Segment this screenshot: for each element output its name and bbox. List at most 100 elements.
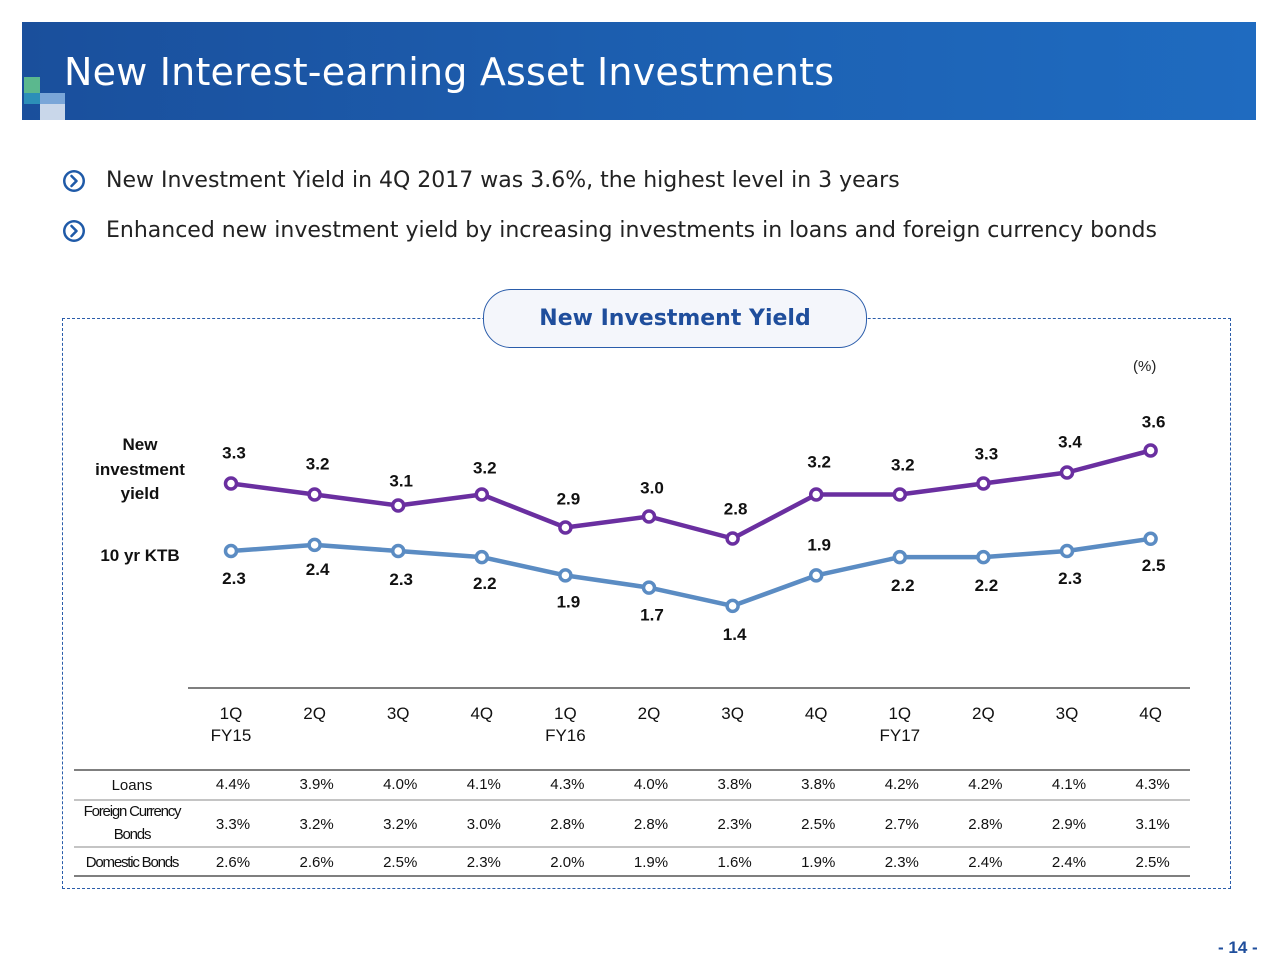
data-label: 3.1 <box>389 472 413 491</box>
data-point <box>892 549 908 565</box>
table-cell: 2.4% <box>1052 854 1086 871</box>
ktb-series-line <box>230 536 1151 609</box>
data-label: 1.9 <box>807 535 831 554</box>
data-point <box>1059 543 1075 559</box>
data-label: 2.3 <box>389 570 413 589</box>
bullet-item: New Investment Yield in 4Q 2017 was 3.6%… <box>62 168 900 193</box>
data-label: 3.2 <box>306 455 330 474</box>
data-label: 3.2 <box>891 456 915 475</box>
table-row-label: Domestic Bonds <box>86 854 179 871</box>
data-point <box>390 498 406 513</box>
table-cell: 4.4% <box>216 776 250 793</box>
data-point <box>808 568 824 583</box>
title-bar-accent-square <box>24 93 40 104</box>
data-point <box>641 580 657 595</box>
title-bar-accent-square <box>24 77 40 93</box>
x-tick-label: 2Q <box>972 704 995 723</box>
table-cell: 2.8% <box>968 816 1002 833</box>
title-bar-accent-square <box>40 93 65 104</box>
data-label: 3.2 <box>473 459 497 478</box>
data-label: 3.4 <box>1058 433 1082 452</box>
year-label: FY17 <box>879 726 920 745</box>
bullet-text: Enhanced new investment yield by increas… <box>106 218 1157 243</box>
table-cell: 2.3% <box>467 854 501 871</box>
data-label: 2.2 <box>891 576 915 595</box>
x-tick-label: 1Q <box>554 704 577 723</box>
data-point <box>976 549 991 565</box>
data-label: 3.0 <box>640 479 664 498</box>
data-point <box>390 543 406 559</box>
table-cell: 2.8% <box>550 816 584 833</box>
x-tick-label: 3Q <box>721 704 744 723</box>
data-point <box>223 543 239 559</box>
page-number: - 14 - <box>1218 938 1258 957</box>
table-cell: 2.5% <box>1135 854 1169 871</box>
data-label: 2.8 <box>724 500 748 519</box>
data-label: 1.7 <box>640 606 664 625</box>
x-tick-label: 4Q <box>805 704 828 723</box>
data-label: 2.5 <box>1142 556 1166 575</box>
data-label: 3.3 <box>975 445 999 464</box>
table-cell: 3.1% <box>1135 816 1169 833</box>
data-label: 2.3 <box>1058 569 1082 588</box>
data-point <box>725 598 740 614</box>
data-point <box>725 531 740 546</box>
data-label: 2.9 <box>557 490 581 509</box>
data-point <box>1143 531 1158 547</box>
table-cell: 2.6% <box>216 854 250 871</box>
data-point <box>558 520 573 535</box>
table-cell: 2.7% <box>885 816 919 833</box>
x-tick-label: 3Q <box>1056 704 1079 723</box>
table-cell: 2.3% <box>717 816 751 833</box>
data-point <box>892 487 908 502</box>
chevron-right-icon <box>63 219 85 242</box>
table-cell: 2.4% <box>968 854 1002 871</box>
series-label: 10 yr KTB <box>100 546 179 565</box>
table-cell: 3.8% <box>717 776 751 793</box>
table-cell: 4.1% <box>467 776 501 793</box>
year-label: FY16 <box>545 726 586 745</box>
x-tick-label: 1Q <box>888 704 911 723</box>
x-tick-label: 4Q <box>1139 704 1162 723</box>
data-label: 2.2 <box>975 576 999 595</box>
table-cell: 2.3% <box>885 854 919 871</box>
data-label: 2.3 <box>222 569 246 588</box>
data-label: 3.3 <box>222 444 246 463</box>
x-tick-label: 4Q <box>470 704 493 723</box>
table-cell: 2.8% <box>634 816 668 833</box>
x-tick-label: 1Q <box>220 704 243 723</box>
table-cell: 4.2% <box>885 776 919 793</box>
table-cell: 3.8% <box>801 776 835 793</box>
chevron-right-icon <box>63 169 85 192</box>
table-cell: 3.2% <box>299 816 333 833</box>
bullet-item: Enhanced new investment yield by increas… <box>62 218 1157 243</box>
table-cell: 1.9% <box>634 854 668 871</box>
x-tick-label: 2Q <box>638 704 661 723</box>
data-label: 3.6 <box>1142 413 1166 432</box>
chart-title: New Investment Yield <box>483 289 867 348</box>
page-title: New Interest-earning Asset Investments <box>64 50 835 94</box>
title-bar <box>22 22 1256 120</box>
table-cell: 2.6% <box>299 854 333 871</box>
table-cell: 2.5% <box>383 854 417 871</box>
x-tick-label: 3Q <box>387 704 410 723</box>
data-point <box>641 509 657 524</box>
table-cell: 4.1% <box>1052 776 1086 793</box>
table-cell: 2.5% <box>801 816 835 833</box>
table-row-label: Foreign Currency <box>84 803 182 820</box>
data-point <box>307 537 322 553</box>
table-cell: 2.0% <box>550 854 584 871</box>
data-point <box>558 568 573 583</box>
table-cell: 1.9% <box>801 854 835 871</box>
table-cell: 4.3% <box>1135 776 1169 793</box>
data-point <box>1143 443 1158 458</box>
data-label: 2.2 <box>473 574 497 593</box>
data-point <box>474 487 490 502</box>
series-label: New <box>123 435 159 454</box>
data-point <box>223 476 239 491</box>
table-cell: 1.6% <box>717 854 751 871</box>
table-cell: 2.9% <box>1052 816 1086 833</box>
series-label: yield <box>121 484 160 503</box>
table-cell: 3.2% <box>383 816 417 833</box>
x-tick-label: 2Q <box>303 704 326 723</box>
